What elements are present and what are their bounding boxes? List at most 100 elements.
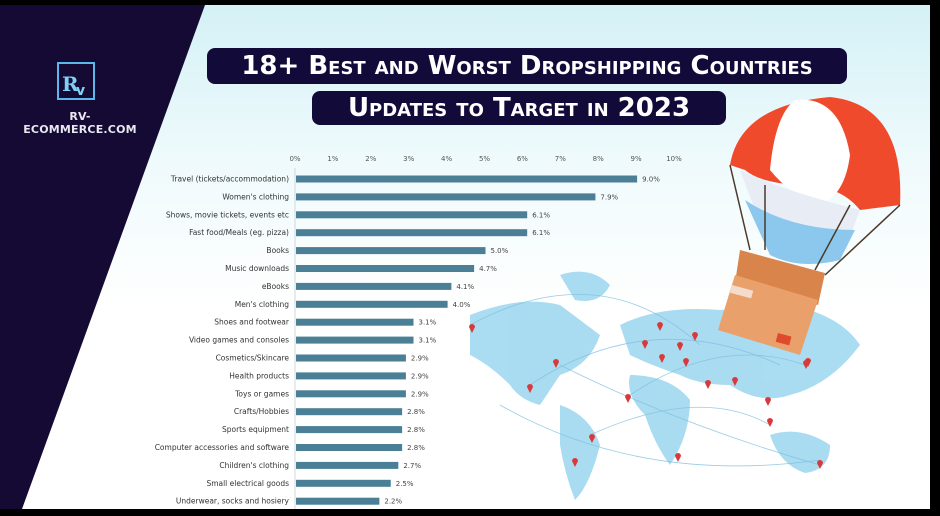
bar (296, 461, 399, 469)
category-label: Small electrical goods (206, 479, 289, 488)
value-label: 2.9% (411, 390, 429, 398)
category-label: Underwear, socks and hosiery (176, 497, 290, 506)
bar (296, 354, 406, 362)
title-line-2: Updates to Target in 2023 (312, 91, 726, 125)
bar (296, 229, 528, 237)
category-label: Men's clothing (235, 300, 290, 309)
category-label: Crafts/Hobbies (234, 407, 289, 416)
title-line-1: 18+ Best and Worst Dropshipping Countrie… (207, 48, 847, 84)
value-label: 3.1% (418, 337, 436, 345)
value-label: 5.0% (491, 247, 509, 255)
bar-chart: 0% 1% 2% 3% 4% 5% 6% 7% 8% 9% 10% Travel (tickets/a… (155, 155, 682, 509)
category-label: Video games and consoles (189, 336, 289, 345)
value-label: 9.0% (642, 176, 660, 184)
value-label: 2.8% (407, 408, 425, 416)
bar (296, 444, 403, 451)
value-label: 6.1% (532, 229, 550, 237)
bar (296, 211, 528, 219)
map-pin-icon (767, 418, 773, 427)
category-label: Shoes and footwear (214, 318, 290, 327)
map-pin-icon (817, 460, 823, 469)
bar (296, 193, 596, 201)
map-pin-icon (683, 358, 689, 367)
map-pin-icon (657, 322, 663, 331)
category-label: Books (266, 246, 289, 255)
bar (296, 390, 406, 398)
category-label: Music downloads (225, 264, 289, 273)
x-tick-label: 5% (479, 155, 490, 163)
category-label: Travel (tickets/accommodation) (170, 175, 289, 184)
bar (296, 175, 638, 183)
map-pin-icon (675, 453, 681, 462)
value-label: 7.9% (600, 193, 618, 201)
bar (296, 300, 448, 308)
value-label: 2.9% (411, 372, 429, 380)
map-pin-icon (805, 358, 811, 367)
value-label: 2.9% (411, 355, 429, 363)
map-pins (469, 322, 823, 469)
map-pin-icon (572, 458, 578, 467)
bar (296, 426, 403, 434)
value-label: 2.2% (384, 498, 402, 506)
value-label: 4.7% (479, 265, 497, 273)
bar (296, 497, 380, 505)
bar (296, 479, 391, 487)
map-pin-icon (469, 324, 475, 333)
category-label: Health products (229, 371, 289, 380)
map-pin-icon (625, 394, 631, 403)
map-pin-icon (692, 332, 698, 341)
bar (296, 318, 414, 326)
bar (296, 265, 475, 272)
category-label: Toys or games (234, 389, 289, 398)
category-label: eBooks (262, 282, 289, 291)
value-label: 6.1% (532, 211, 550, 219)
value-label: 2.8% (407, 444, 425, 452)
bar (296, 282, 452, 290)
bar (296, 336, 414, 344)
category-label: Children's clothing (219, 461, 289, 470)
x-tick-label: 4% (441, 155, 452, 163)
map-pin-icon (732, 377, 738, 386)
x-tick-label: 6% (517, 155, 528, 163)
map-pin-icon (659, 354, 665, 363)
value-label: 4.0% (453, 301, 471, 309)
category-label: Fast food/Meals (eg. pizza) (189, 228, 289, 237)
category-label: Sports equipment (222, 425, 289, 434)
map-pin-icon (589, 434, 595, 443)
category-label: Cosmetics/Skincare (216, 354, 290, 363)
x-tick-label: 9% (631, 155, 642, 163)
x-tick-label: 7% (555, 155, 566, 163)
value-label: 3.1% (418, 319, 436, 327)
value-label: 2.5% (396, 480, 414, 488)
dark-side-panel (0, 5, 205, 509)
route-lines (469, 294, 821, 467)
x-tick-label: 3% (403, 155, 414, 163)
background: R v (0, 5, 901, 509)
x-tick-label: 1% (327, 155, 338, 163)
value-label: 4.1% (456, 283, 474, 291)
rv-logo-icon: R v (57, 62, 95, 100)
bar (296, 408, 403, 416)
map-pin-icon (553, 359, 559, 368)
bar (296, 247, 486, 255)
svg-text:R: R (62, 72, 79, 96)
map-pin-icon (765, 397, 771, 406)
site-name: RV-ECOMMERCE.COM (23, 110, 137, 136)
parachute-box-illustration (718, 97, 901, 355)
x-tick-label: 0% (289, 155, 300, 163)
value-label: 2.8% (407, 426, 425, 434)
map-pin-icon (705, 380, 711, 389)
category-label: Shows, movie tickets, events etc (166, 210, 289, 219)
map-pin-icon (642, 340, 648, 349)
map-pin-icon (677, 342, 683, 351)
svg-text:v: v (76, 83, 85, 99)
bar (296, 372, 406, 380)
value-label: 2.7% (403, 462, 421, 470)
category-label: Computer accessories and software (155, 443, 290, 452)
banner: R v RV-ECOMMERCE.COM 18+ Best and Worst … (0, 5, 930, 509)
x-tick-label: 2% (365, 155, 376, 163)
x-tick-label: 8% (593, 155, 604, 163)
map-pin-icon (527, 384, 533, 393)
category-label: Women's clothing (222, 192, 289, 201)
x-tick-label: 10% (666, 155, 682, 163)
